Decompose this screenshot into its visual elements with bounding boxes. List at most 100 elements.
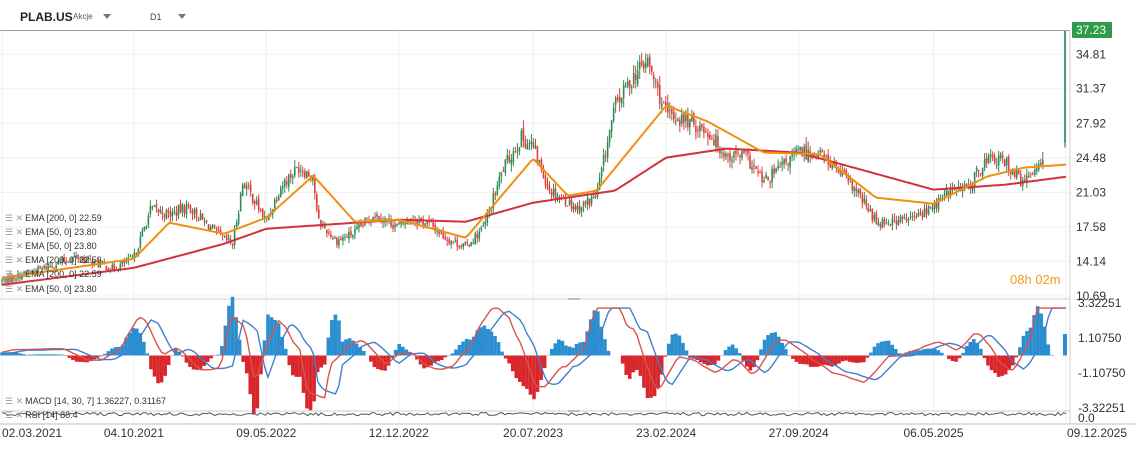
candle-body bbox=[721, 152, 723, 154]
macd-histogram-bar bbox=[56, 354, 61, 356]
candle-body bbox=[358, 224, 360, 228]
candle-body bbox=[883, 219, 886, 225]
macd-histogram-bar bbox=[35, 354, 40, 356]
candle-body bbox=[223, 236, 226, 237]
candle-body bbox=[819, 150, 822, 153]
macd-histogram-bar bbox=[627, 355, 632, 379]
legend-settings-icon[interactable]: ☰ ✕ bbox=[5, 227, 24, 237]
interval-dropdown-icon[interactable] bbox=[178, 14, 186, 19]
candle-body bbox=[606, 142, 609, 158]
candle-body bbox=[490, 209, 493, 211]
candle-body bbox=[891, 218, 894, 226]
candle-body bbox=[909, 216, 912, 218]
candle-body bbox=[129, 256, 132, 258]
macd-histogram-bar bbox=[507, 355, 511, 364]
candle-body bbox=[638, 62, 641, 69]
legend-settings-icon[interactable]: ☰ ✕ bbox=[5, 410, 24, 420]
candle-body bbox=[847, 176, 850, 182]
candle-body bbox=[907, 219, 910, 221]
legend-settings-icon[interactable]: ☰ ✕ bbox=[5, 213, 24, 223]
indicator-legend-row[interactable]: ☰ ✕ EMA [50, 0] 23.80 bbox=[5, 284, 97, 295]
candle-body bbox=[1035, 168, 1038, 172]
indicator-legend-row[interactable]: ☰ ✕ EMA [200, 0] 22.59 bbox=[5, 269, 102, 280]
macd-histogram-bar bbox=[798, 355, 802, 364]
candle-body bbox=[21, 275, 23, 280]
legend-settings-icon[interactable]: ☰ ✕ bbox=[5, 396, 24, 406]
price-tick-label: 27.92 bbox=[1076, 116, 1106, 130]
legend-settings-icon[interactable]: ☰ ✕ bbox=[5, 241, 24, 251]
candle-body bbox=[588, 198, 591, 206]
indicator-legend-row[interactable]: ☰ ✕ EMA [50, 0] 23.80 bbox=[5, 227, 97, 238]
candle-body bbox=[243, 183, 246, 188]
macd-histogram-bar bbox=[25, 354, 29, 356]
candle-body bbox=[297, 167, 300, 173]
time-tick-label: 12.12.2022 bbox=[369, 426, 429, 440]
candle-body bbox=[324, 224, 326, 229]
candle-body bbox=[901, 216, 904, 220]
macd-histogram-bar bbox=[280, 336, 284, 356]
legend-settings-icon[interactable]: ☰ ✕ bbox=[5, 284, 24, 294]
interval-label[interactable]: D1 bbox=[150, 12, 162, 22]
candle-body bbox=[13, 275, 15, 280]
macd-histogram-bar bbox=[666, 343, 671, 356]
macd-histogram-bar bbox=[1046, 344, 1051, 356]
indicator-legend-row[interactable]: ☰ ✕ EMA [50, 0] 23.80 bbox=[5, 241, 97, 252]
candle-body bbox=[221, 234, 224, 236]
ema50-line bbox=[1, 104, 1067, 279]
rsi-panel bbox=[1, 411, 1067, 417]
macd-histogram-bar bbox=[993, 355, 997, 373]
candle-body bbox=[945, 189, 948, 195]
rsi-legend-row[interactable]: ☰ ✕ RSI [14] 88.4 bbox=[5, 410, 78, 421]
time-tick-label: 06.05.2025 bbox=[904, 426, 964, 440]
candle-body bbox=[937, 198, 940, 210]
candles bbox=[1, 30, 1066, 286]
countdown-hours: 08 bbox=[1010, 272, 1025, 287]
macd-histogram-bar bbox=[17, 353, 22, 356]
macd-histogram-bar bbox=[560, 340, 565, 356]
candle-body bbox=[785, 158, 787, 163]
panel-resize-handle[interactable] bbox=[568, 410, 580, 412]
candle-body bbox=[598, 177, 601, 190]
candle-body bbox=[608, 130, 611, 142]
candle-body bbox=[362, 224, 364, 226]
macd-histogram-bar bbox=[638, 355, 643, 376]
legend-settings-icon[interactable]: ☰ ✕ bbox=[5, 269, 24, 279]
macd-histogram-bar bbox=[713, 355, 717, 365]
macd-histogram-bar bbox=[315, 355, 320, 373]
legend-settings-icon[interactable]: ☰ ✕ bbox=[5, 255, 24, 265]
candle-body bbox=[626, 81, 629, 86]
symbol-label[interactable]: PLAB.US bbox=[20, 10, 73, 24]
macd-histogram-bar bbox=[124, 337, 128, 356]
candle-body bbox=[733, 151, 735, 158]
macd-histogram-bar bbox=[110, 348, 114, 356]
macd-histogram-bar bbox=[578, 342, 582, 356]
candle-body bbox=[404, 222, 406, 225]
macd-histogram-bar bbox=[677, 335, 682, 356]
candle-body bbox=[1025, 175, 1028, 182]
candle-body bbox=[771, 168, 773, 183]
panel-resize-handle[interactable] bbox=[568, 298, 580, 300]
candle-body bbox=[233, 228, 236, 246]
candle-body bbox=[520, 130, 523, 147]
candle-body bbox=[185, 204, 188, 215]
indicator-legend-row[interactable]: ☰ ✕ EMA [200, 0] 22.59 bbox=[5, 213, 102, 224]
candle-body bbox=[837, 170, 840, 172]
candle-body bbox=[7, 275, 9, 284]
symbol-dropdown-icon[interactable] bbox=[103, 14, 111, 19]
macd-legend-row[interactable]: ☰ ✕ MACD [14, 30, 7] 1.36227, 0.31167 bbox=[5, 396, 166, 407]
candle-body bbox=[434, 224, 436, 232]
macd-histogram-bar bbox=[312, 355, 316, 402]
candle-body bbox=[735, 150, 737, 154]
candle-body bbox=[849, 179, 852, 180]
candle-body bbox=[917, 212, 920, 217]
indicator-legend-row[interactable]: ☰ ✕ EMA [200, 0] 22.59 bbox=[5, 255, 102, 266]
candle-body bbox=[671, 108, 673, 114]
macd-histogram-bar bbox=[486, 328, 490, 356]
macd-histogram-bar bbox=[716, 355, 721, 361]
macd-histogram-bar bbox=[21, 354, 26, 356]
candle-body bbox=[757, 171, 759, 174]
macd-histogram-bar bbox=[815, 355, 820, 367]
candle-body bbox=[737, 152, 739, 154]
